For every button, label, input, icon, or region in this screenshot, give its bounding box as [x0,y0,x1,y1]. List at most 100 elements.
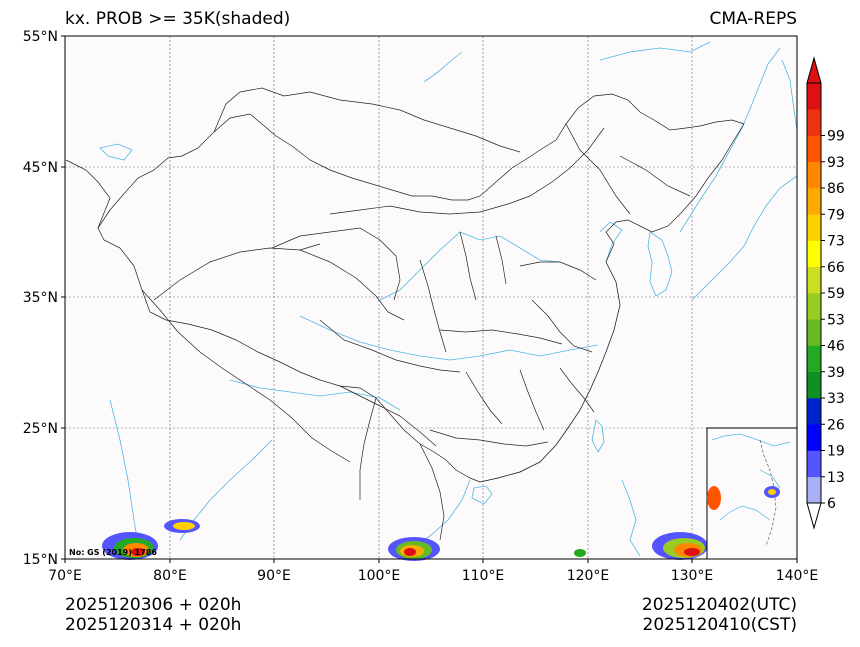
colorbar: 6 13 19 26 33 39 46 53 59 66 73 79 86 93 99 [806,56,845,530]
prob-blob-philippines [574,549,586,557]
prob-blob-india2-inner [173,522,195,530]
colorbar-segment-15 [807,83,821,110]
hainan-coast [471,485,493,505]
colorbar-label-86: 86 [827,181,845,197]
axis-ticks [61,35,798,563]
colorbar-under-arrow [806,502,822,530]
colorbar-label-66: 66 [827,260,845,276]
kazakh-border [65,159,111,229]
colorbar-segment-0 [807,476,821,504]
province-qinghai [271,227,401,301]
province-northeast [565,123,691,215]
colorbar-segment-3 [807,398,821,425]
colorbar-label-13: 13 [827,470,845,486]
province-shaanxi [419,259,447,353]
province-shanxi-hebei [459,231,507,301]
colorbar-segment-13 [807,135,821,163]
colorbar-segment-2 [807,424,821,451]
prob-blob-pacific-core [684,548,700,556]
init-time-block: 2025120306 + 020h 2025120314 + 020h [65,595,241,635]
borders [65,87,745,541]
inset-coast [711,433,791,521]
lon-label-100: 100°E [358,568,401,584]
india-coast-west [109,399,141,557]
coastlines [99,41,798,557]
lon-label-70: 70°E [48,568,82,584]
province-sichuan [319,319,461,373]
lat-label-25: 25°N [23,421,58,437]
province-yunnan [339,385,437,447]
lat-labels: 55°N 45°N 35°N 25°N 15°N [23,29,58,568]
colorbar-label-73: 73 [827,234,845,250]
init-time-cst: 2025120314 + 020h [65,615,242,635]
colorbar-segment-11 [807,188,821,215]
colorbar-segment-7 [807,293,821,320]
colorbar-segment-12 [807,161,821,189]
coastline-korea [647,231,673,297]
colorbar-segment-1 [807,450,821,478]
colorbar-label-6: 6 [827,496,836,512]
taiwan-coast [591,419,605,453]
okhotsk-coast [599,41,711,61]
coastline-japan [691,175,798,301]
lake-baikal [423,51,463,83]
province-gansu [299,249,405,321]
prob-blob-india-core [131,548,145,556]
colorbar-segment-10 [807,214,821,241]
colorbar-label-26: 26 [827,417,845,433]
china-outline [97,93,745,483]
inset-frame [706,427,798,560]
province-guangxi [429,429,549,447]
map-title: kx. PROB >= 35K(shaded) [65,9,291,29]
map-review-number: No: GS (2019) 1786 [69,548,157,557]
philippines-coast [621,479,641,557]
caspian-coast [99,143,133,161]
sakhalin-coast [781,59,798,131]
province-hubei-henan [439,329,563,345]
colorbar-label-99: 99 [827,129,845,145]
colorbar-label-59: 59 [827,286,845,302]
province-inner-mongolia [329,127,605,215]
colorbar-label-53: 53 [827,312,845,328]
init-time-utc: 2025120306 + 020h [65,595,242,615]
colorbar-ticks: 6 13 19 26 33 39 46 53 59 66 73 79 86 93 99 [821,129,845,512]
colorbar-label-33: 33 [827,391,845,407]
vietnam-border [419,443,445,541]
myanmar-border [359,397,377,500]
lon-label-110: 110°E [462,568,505,584]
colorbar-segments [807,83,821,504]
colorbar-segment-9 [807,240,821,268]
yangtze-river [299,315,599,361]
model-name: CMA-REPS [709,9,797,29]
probability-shading [102,519,708,561]
colorbar-segment-6 [807,319,821,346]
inset-blob-left [707,486,721,510]
lat-label-45: 45°N [23,160,58,176]
lon-label-140: 140°E [776,568,819,584]
inset-blob-right-inner [768,489,776,495]
prob-blob-indochina-core [404,548,416,556]
valid-time-utc: 2025120402(UTC) [641,595,797,615]
colorbar-label-93: 93 [827,155,845,171]
colorbar-label-39: 39 [827,365,845,381]
province-anhui-jiangsu [531,299,593,353]
valid-time-cst: 2025120410(CST) [642,615,797,635]
gridlines [65,36,797,559]
colorbar-label-79: 79 [827,207,845,223]
lon-label-90: 90°E [257,568,291,584]
colorbar-over-arrow [806,56,822,84]
yellow-river [379,231,561,301]
lon-label-130: 130°E [671,568,714,584]
south-china-sea-inset [706,427,798,560]
province-fujian-zhejiang [559,367,595,413]
colorbar-segment-5 [807,345,821,373]
lon-label-120: 120°E [567,568,610,584]
province-shandong [519,261,597,281]
colorbar-segment-14 [807,109,821,136]
mongolia-border [213,87,521,153]
valid-time-block: 2025120402(UTC) 2025120410(CST) [642,595,797,635]
coastline-russia-east [679,47,781,233]
province-hunan-jiangxi [465,369,545,431]
colorbar-segment-8 [807,266,821,294]
